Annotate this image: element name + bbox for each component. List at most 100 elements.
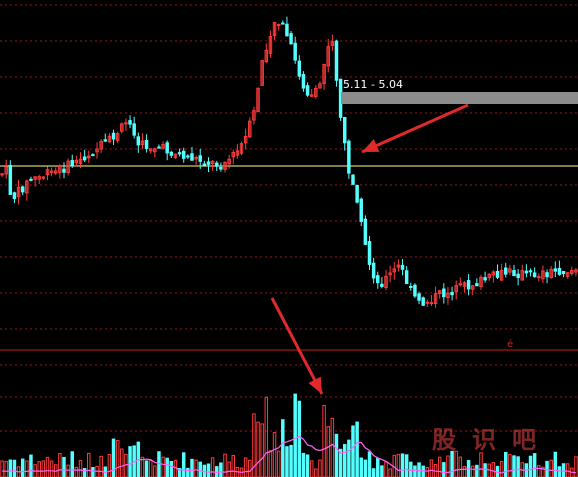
candle-body <box>124 122 128 125</box>
volume-bar <box>62 456 66 477</box>
volume-bar <box>409 461 413 477</box>
volume-bar <box>120 448 124 477</box>
volume-bar <box>371 468 376 477</box>
volume-bar <box>458 456 463 477</box>
volume-bar <box>115 440 120 477</box>
candle-body <box>25 180 29 194</box>
volume-bar <box>561 463 566 477</box>
volume-bar <box>194 459 198 477</box>
candle-body <box>458 283 463 286</box>
volume-bar <box>293 393 297 477</box>
volume-bar <box>541 466 545 477</box>
volume-bar <box>256 421 260 477</box>
volume-bar <box>219 462 223 477</box>
volume-bar <box>128 446 132 477</box>
volume-bar <box>190 458 194 477</box>
volume-bar <box>12 459 17 477</box>
volume-bar <box>446 455 450 477</box>
candle-body <box>74 159 79 164</box>
volume-bar <box>305 454 310 477</box>
volume-bar <box>45 456 50 477</box>
candle-body <box>537 276 541 279</box>
volume-bar <box>281 419 285 477</box>
candle-body <box>95 148 99 153</box>
candle-body <box>437 290 442 295</box>
price-arrow <box>361 103 469 154</box>
volume-bar <box>49 460 54 477</box>
candle-body <box>417 293 421 301</box>
candle-body <box>231 152 236 158</box>
candle-body <box>330 41 335 46</box>
volume-bar <box>413 465 417 477</box>
volume-bar <box>107 454 112 477</box>
volume-bar <box>442 462 446 477</box>
volume-bar <box>243 457 248 477</box>
volume-bar <box>78 460 83 477</box>
candle-body <box>334 40 339 81</box>
candle-body <box>103 139 108 142</box>
volume-bar <box>144 460 149 477</box>
volume-bar <box>334 433 339 477</box>
volume-bar <box>165 457 169 477</box>
volume-bar <box>475 464 479 477</box>
candle-body <box>561 270 566 275</box>
candle-body <box>470 285 475 290</box>
volume-bar <box>338 448 343 477</box>
candle-body <box>161 143 165 149</box>
volume-bar <box>462 466 467 477</box>
candle-body <box>272 21 277 36</box>
candle-body <box>475 283 479 287</box>
candle-body <box>466 280 471 290</box>
candle-body <box>186 155 190 158</box>
candle-body <box>194 156 198 160</box>
volume-bar <box>359 457 363 477</box>
volume-bar <box>82 468 87 477</box>
candle-body <box>173 153 178 159</box>
candle-body <box>82 156 87 161</box>
volume-bar <box>396 453 401 477</box>
volume-bar <box>260 423 264 477</box>
watermark-char-1: 股 <box>432 426 456 454</box>
candle-body <box>322 63 326 84</box>
candle-body <box>309 94 314 97</box>
volume-bar <box>326 426 330 477</box>
volume-bar <box>223 453 227 477</box>
candle-body <box>243 136 248 144</box>
candle-body <box>177 152 182 155</box>
candle-body <box>570 269 574 275</box>
candle-body <box>239 143 244 154</box>
candle-body <box>20 186 25 193</box>
volume-bar <box>41 460 46 477</box>
candle-body <box>541 270 545 280</box>
candle-body <box>499 269 504 281</box>
volume-bar <box>351 425 355 477</box>
candle-body <box>148 148 153 152</box>
candle-body <box>281 22 285 25</box>
candle-body <box>512 269 516 277</box>
volume-bar <box>479 452 483 477</box>
volume-bar <box>4 461 8 477</box>
candle-body <box>549 268 553 278</box>
candle-body <box>528 270 533 273</box>
candle-body <box>532 272 537 278</box>
candle-body <box>347 140 351 174</box>
arrow-head <box>362 139 380 152</box>
candle-body <box>318 83 322 89</box>
candle-body <box>29 178 33 181</box>
candle-body <box>388 272 392 276</box>
volume-bar <box>499 460 504 477</box>
volume-bar <box>437 456 442 477</box>
candle-body <box>367 241 372 265</box>
candle-body <box>400 264 405 270</box>
volume-bar <box>470 465 475 477</box>
volume-bar <box>66 464 70 477</box>
marker-glyph: é <box>507 338 513 350</box>
volume-bar <box>549 459 553 477</box>
volume-bar <box>186 467 190 477</box>
candle-body <box>16 186 21 198</box>
candle-body <box>78 158 83 164</box>
volume-bar <box>557 466 562 477</box>
candle-body <box>504 267 508 275</box>
candle-body <box>62 168 66 173</box>
